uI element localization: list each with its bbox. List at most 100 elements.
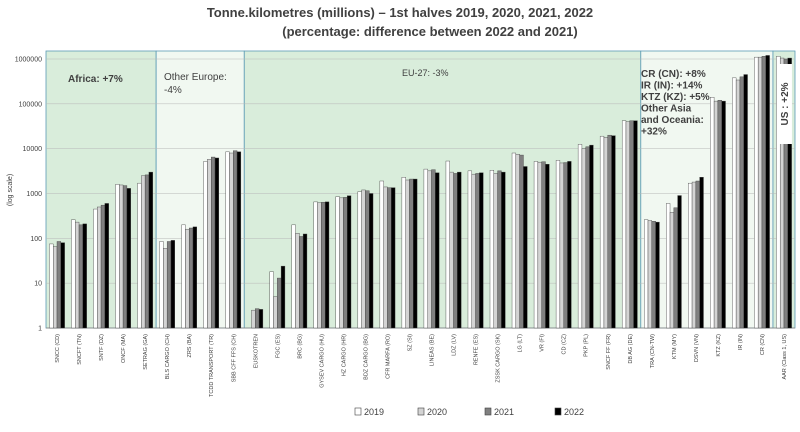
bar-2021 [409,178,414,329]
bar-2021 [585,146,590,329]
bar-2021 [321,201,326,329]
legend-swatch-2019 [354,407,362,416]
bar-2020 [691,181,697,329]
bar-2020 [229,152,234,329]
bar-2021 [695,180,700,329]
bar-2021 [387,187,392,329]
bar-2022 [104,203,109,329]
bar-2019 [511,152,517,329]
bar-2022 [655,221,660,329]
x-tick-label: SZ (SI) [407,334,413,352]
bar-2022 [611,135,616,329]
bar-2019 [291,224,296,329]
bar-2022 [787,57,792,329]
bar-2020 [251,309,256,329]
bar-2019 [666,203,671,329]
bar-2020 [185,228,190,329]
bar-2022 [721,100,726,329]
bar-2021 [563,162,568,329]
bar-2019 [754,56,759,329]
bar-2020 [141,175,146,329]
bar-2020 [471,173,476,329]
x-tick-label: VR (FI) [540,334,546,352]
region-label-other-europe: Other Europe: [164,72,227,83]
bar-2021 [651,221,656,329]
x-tick-label: DSVN (VN) [694,334,700,362]
bar-2020 [581,148,586,329]
x-tick-label: EUSKOTREN [253,334,259,368]
x-tick-label: IR (IN) [738,334,744,350]
bar-2020 [295,233,300,329]
bar-2019 [159,241,164,329]
x-tick-label: SBB CFF FFS (CH) [231,334,237,382]
bar-2022 [633,120,638,329]
bar-2021 [761,56,766,329]
bar-2019 [577,144,583,329]
bar-2021 [144,174,150,329]
bar-2019 [379,180,384,329]
x-tick-label: BRC (BG) [297,334,303,359]
bar-2021 [497,170,502,329]
bar-2021 [343,197,348,329]
chart-title: Tonne.kilometres (millions) – 1st halves… [207,5,593,20]
y-tick-label: 10000 [23,146,43,153]
bar-2020 [757,56,763,329]
bar-2022 [126,188,131,329]
bar-2020 [559,162,564,329]
x-tick-label: GYSEV CARGO (HU) [319,334,325,388]
y-tick-label: 1 [38,326,42,333]
bar-2022 [369,193,374,329]
bar-2021 [78,224,84,329]
bar-2019 [533,161,539,329]
legend-swatch-2022 [554,407,562,416]
bar-2021 [299,236,304,329]
bar-2021 [255,308,260,329]
region-label-africa: Africa: +7% [68,74,123,85]
legend-swatch-2020 [417,407,425,416]
bar-2022 [435,172,440,329]
x-tick-label: AAR (Class 1, US) [782,334,788,380]
bar-2022 [236,151,242,329]
bar-2020 [361,189,366,329]
bar-2022 [280,265,286,329]
bar-2020 [625,121,630,329]
bar-2020 [647,220,653,329]
bar-2019 [203,161,208,329]
bar-2020 [493,173,498,329]
bar-2020 [273,296,278,329]
region-label-asia-oceania: +32% [641,127,667,138]
bar-2019 [688,182,693,329]
region-asia-oceania [640,50,774,329]
bar-2021 [100,204,106,329]
bar-2022 [457,171,462,329]
bar-2022 [214,157,220,329]
bar-2022 [60,242,65,329]
bar-2020 [53,246,58,329]
x-tick-label: DB AG (DE) [628,334,634,364]
bar-2019 [335,196,340,329]
bar-2020 [339,197,344,329]
bar-2019 [423,168,428,329]
bar-2021 [629,120,634,329]
bar-2020 [515,154,520,329]
legend: 2019 2020 2021 2022 [354,407,584,417]
x-tick-label: BLS CARGO (CH) [165,334,171,379]
x-tick-label: LG (LT) [518,334,524,353]
bar-2022 [192,226,197,329]
bar-2019 [467,170,472,329]
bar-2019 [71,219,76,329]
y-tick-label: 1000 [26,191,42,198]
bar-2019 [445,160,450,329]
bar-2019 [621,120,627,329]
bar-2019 [313,201,318,329]
bar-2022 [589,144,594,329]
bar-2020 [735,79,741,329]
bar-2021 [211,156,216,329]
bar-2022 [523,166,528,329]
y-tick-label: 100000 [19,101,42,108]
bar-2022 [302,233,308,329]
region-label-us-box [777,64,792,144]
chart-subtitle: (percentage: difference between 2022 and… [282,24,578,39]
